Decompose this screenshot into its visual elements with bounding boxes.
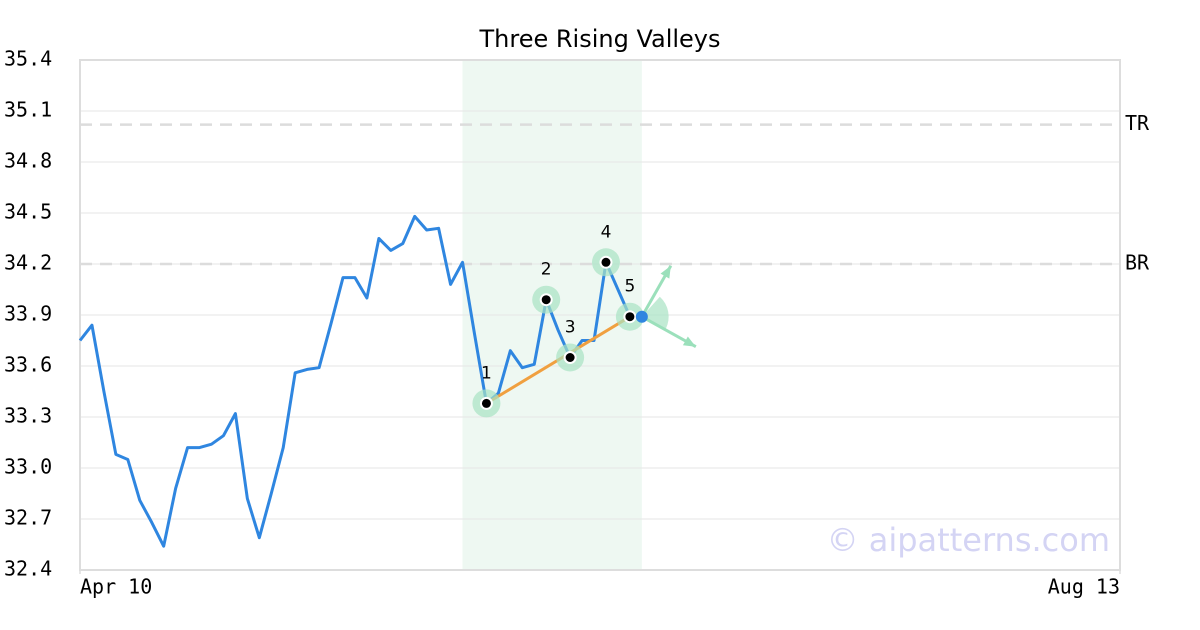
plot-frame	[79, 59, 1121, 571]
x-tick-label: Apr 10	[80, 575, 152, 599]
pivot-dot	[539, 293, 553, 307]
y-tick-label: 33.3	[4, 404, 52, 428]
pivot-label: 1	[481, 363, 492, 383]
y-tick-label: 34.2	[4, 251, 52, 275]
chart-title: Three Rising Valleys	[478, 25, 720, 53]
y-tick-label: 32.7	[4, 506, 52, 530]
arrow-head	[660, 265, 671, 279]
y-tick-label: 33.6	[4, 353, 52, 377]
pivot-dot	[599, 255, 613, 269]
level-label: BR	[1125, 251, 1150, 275]
pivot-label: 3	[565, 318, 576, 338]
y-tick-label: 33.0	[4, 455, 52, 479]
last-point	[635, 310, 648, 323]
pivot-dot	[479, 396, 493, 410]
projection-wedge	[641, 296, 669, 329]
pivot-label: 4	[601, 222, 612, 242]
pivot-dot	[563, 351, 577, 364]
y-tick-label: 33.9	[4, 302, 52, 326]
y-tick-label: 35.4	[4, 47, 52, 71]
pivot-label: 5	[624, 277, 635, 297]
y-tick-label: 35.1	[4, 98, 52, 122]
arrow-head	[682, 336, 696, 347]
pivot-dot	[623, 310, 637, 324]
x-tick-label: Aug 13	[1048, 575, 1120, 599]
pivot-label: 2	[541, 260, 552, 280]
level-label: TR	[1125, 111, 1150, 135]
y-tick-label: 34.5	[4, 200, 52, 224]
y-tick-label: 34.8	[4, 149, 52, 173]
y-tick-label: 32.4	[4, 557, 52, 581]
watermark: © aipatterns.com	[827, 521, 1110, 559]
